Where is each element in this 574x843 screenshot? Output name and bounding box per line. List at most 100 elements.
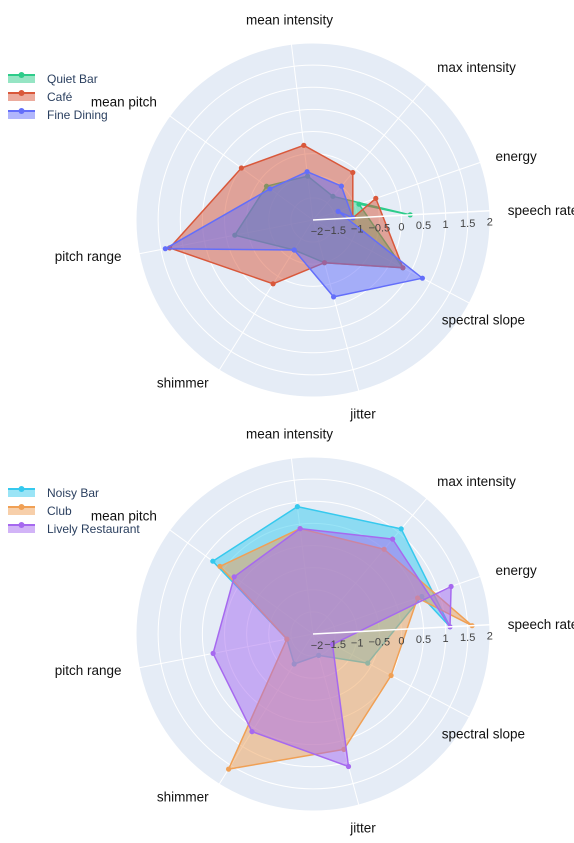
axis-label-pitch-range: pitch range <box>55 663 122 678</box>
radial-tick-label: −1.5 <box>324 225 346 237</box>
data-point-club-shimmer[interactable] <box>226 766 232 772</box>
legend-swatch <box>8 111 35 119</box>
radial-tick-label: −0.5 <box>368 223 390 235</box>
data-point-lively-restaurant-jitter[interactable] <box>345 763 352 770</box>
legend-label: Fine Dining <box>47 108 108 122</box>
radial-tick-label: 0 <box>398 221 404 233</box>
legend-marker <box>18 90 25 96</box>
legend-marker <box>18 504 25 510</box>
axis-label-jitter: jitter <box>349 820 376 835</box>
series-area-lively-restaurant <box>212 527 452 768</box>
legend-swatch <box>8 75 35 83</box>
axis-label-spectral-slope: spectral slope <box>442 313 525 328</box>
legend-swatch <box>8 507 35 515</box>
legend-label: Lively Restaurant <box>47 522 140 536</box>
legend-marker <box>18 72 25 78</box>
data-point-lively-restaurant-mean-intensity[interactable] <box>297 526 303 532</box>
legend-item-club[interactable]: Club <box>8 504 72 518</box>
grid-ring <box>157 478 469 790</box>
axis-label-pitch-range: pitch range <box>55 249 122 264</box>
data-point-lively-restaurant-energy[interactable] <box>448 583 454 590</box>
radial-tick-label: 1 <box>443 219 449 231</box>
legend-swatch <box>8 525 35 533</box>
data-point-caf-shimmer[interactable] <box>270 281 276 287</box>
radial-tick-label: 0 <box>398 635 404 647</box>
axis-label-energy: energy <box>496 563 538 578</box>
radial-tick-label: 2 <box>487 217 493 229</box>
axis-label-speech-rate: speech rate <box>508 617 574 632</box>
series-area-fine-dining <box>164 170 424 298</box>
data-point-fine-dining-energy[interactable] <box>335 208 341 214</box>
data-point-lively-restaurant-pitch-range[interactable] <box>210 650 216 657</box>
legend: Quiet Bar Café Fine Dining <box>8 72 108 122</box>
legend-item-caf[interactable]: Café <box>8 90 73 104</box>
radial-tick-label: 1.5 <box>460 218 475 230</box>
data-point-fine-dining-max-intensity[interactable] <box>338 183 344 189</box>
radial-tick-label: 1.5 <box>460 632 475 644</box>
data-point-noisy-bar-mean-intensity[interactable] <box>294 504 300 510</box>
data-point-fine-dining-spectral-slope[interactable] <box>419 275 425 281</box>
data-point-caf-max-intensity[interactable] <box>350 169 356 176</box>
data-point-club-spectral-slope[interactable] <box>388 672 394 679</box>
legend-marker <box>18 522 25 528</box>
data-point-lively-restaurant-mean-pitch[interactable] <box>231 574 237 580</box>
axis-label-energy: energy <box>496 149 538 164</box>
data-point-fine-dining-jitter[interactable] <box>331 294 337 300</box>
axis-label-mean-intensity: mean intensity <box>246 426 333 441</box>
grid-ring <box>179 500 447 768</box>
axis-label-mean-pitch: mean pitch <box>91 509 157 524</box>
radial-tick-label: 1 <box>443 633 449 645</box>
radial-tick-label: −1 <box>351 224 364 236</box>
radial-tick-label: −1.5 <box>324 639 346 651</box>
legend-marker <box>18 108 25 114</box>
legend-item-noisy-bar[interactable]: Noisy Bar <box>8 486 99 500</box>
axis-label-max-intensity: max intensity <box>437 474 516 489</box>
grid-ring <box>179 86 447 354</box>
grid-ring <box>157 64 469 376</box>
legend-item-fine-dining[interactable]: Fine Dining <box>8 108 108 122</box>
radial-tick-label: 2 <box>487 631 493 643</box>
radial-tick-label: −0.5 <box>368 637 390 649</box>
data-point-caf-mean-pitch[interactable] <box>238 165 244 171</box>
radial-tick-label: 0.5 <box>416 220 431 232</box>
legend-item-lively-restaurant[interactable]: Lively Restaurant <box>8 522 140 536</box>
data-point-fine-dining-mean-pitch[interactable] <box>267 186 273 192</box>
radial-axis-line <box>312 209 490 221</box>
data-point-fine-dining-mean-intensity[interactable] <box>304 169 310 175</box>
axis-label-mean-intensity: mean intensity <box>246 12 333 27</box>
data-point-caf-mean-intensity[interactable] <box>301 142 307 148</box>
data-point-fine-dining-shimmer[interactable] <box>291 247 297 253</box>
axis-label-max-intensity: max intensity <box>437 60 516 75</box>
data-point-club-mean-pitch[interactable] <box>217 563 223 570</box>
axis-label-spectral-slope: spectral slope <box>442 727 525 742</box>
legend-label: Café <box>47 90 73 104</box>
axis-label-mean-pitch: mean pitch <box>91 95 157 110</box>
radial-tick-label: −2 <box>311 640 324 652</box>
radar-chart-2: −2 −1.5 −1 −0.5 0 0.5 1 1.5 2 speech rate max inte… <box>8 426 574 835</box>
data-point-noisy-bar-mean-pitch[interactable] <box>210 558 216 564</box>
data-point-lively-restaurant-spectral-slope[interactable] <box>329 641 336 648</box>
data-point-quiet-bar-energy[interactable] <box>356 201 362 207</box>
legend-marker <box>18 486 25 492</box>
grid-ring <box>135 456 491 812</box>
axis-label-speech-rate: speech rate <box>508 203 574 218</box>
radial-axis-line <box>312 623 490 635</box>
legend: Noisy Bar Club Lively Restaurant <box>8 486 140 536</box>
series-fine-dining <box>162 169 425 300</box>
data-point-lively-restaurant-max-intensity[interactable] <box>390 536 396 542</box>
data-point-noisy-bar-max-intensity[interactable] <box>398 526 404 532</box>
radial-tick-label: −2 <box>311 226 324 238</box>
radar-chart-1: −2 −1.5 −1 −0.5 0 0.5 1 1.5 2 speech rate max inte… <box>8 12 574 421</box>
legend-swatch <box>8 93 35 101</box>
grid-ring <box>135 42 491 398</box>
data-point-lively-restaurant-shimmer[interactable] <box>249 729 255 735</box>
radial-tick-label: 0.5 <box>416 634 431 646</box>
legend-item-quiet-bar[interactable]: Quiet Bar <box>8 72 98 86</box>
legend-label: Club <box>47 504 72 518</box>
data-point-caf-energy[interactable] <box>373 195 379 201</box>
legend-label: Quiet Bar <box>47 72 98 86</box>
legend-label: Noisy Bar <box>47 486 99 500</box>
data-point-fine-dining-pitch-range[interactable] <box>162 246 168 252</box>
radial-tick-label: −1 <box>351 638 364 650</box>
